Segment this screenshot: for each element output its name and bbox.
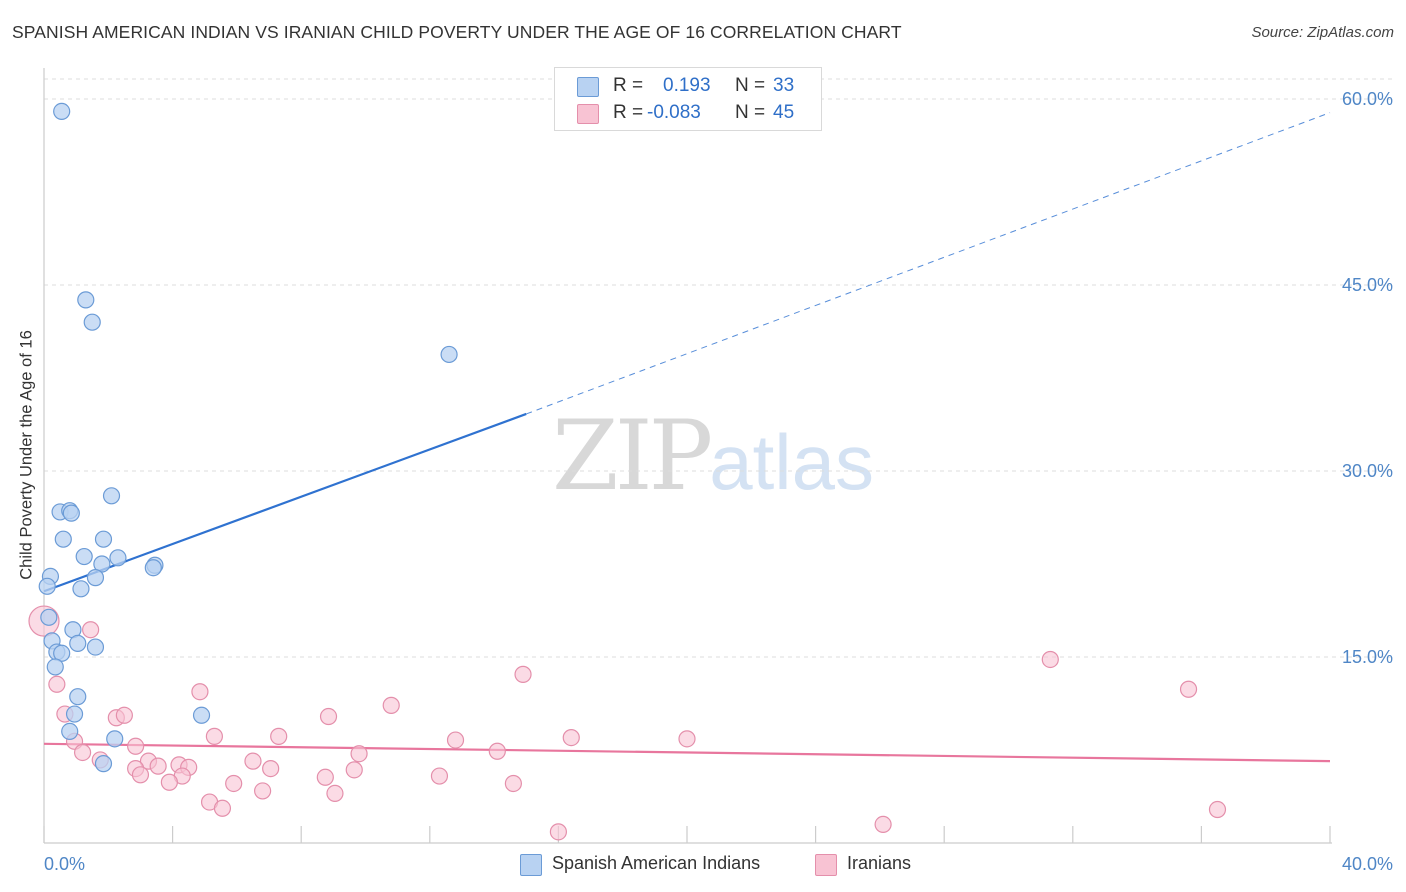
x-tick-label: 0.0% [44,854,85,874]
point-spanish-american-indians [65,705,84,723]
point-iranians [446,731,465,749]
point-spanish-american-indians [94,755,113,773]
point-spanish-american-indians [109,549,127,567]
legend-swatch-pink [577,104,599,124]
legend-r-label: R = [613,75,644,96]
point-iranians [1208,800,1227,819]
point-iranians [504,774,522,793]
point-iranians [225,774,243,793]
point-iranians [1179,680,1198,698]
y-tick-label: 60.0% [1342,89,1393,109]
source-credit: Source: ZipAtlas.com [1251,24,1394,41]
point-iranians [345,761,363,779]
point-iranians [213,799,232,817]
tick-labels: 15.0% 30.0% 45.0% 60.0% 0.0% 40.0% [44,89,1393,874]
point-iranians [254,782,272,800]
legend-n-value: 33 [773,75,795,96]
point-spanish-american-indians [62,504,80,522]
point-iranians [874,815,892,834]
point-spanish-american-indians [440,345,458,364]
point-spanish-american-indians [69,634,87,652]
trend-line-iranians [43,742,1331,763]
legend-swatch-blue [577,77,599,97]
point-spanish-american-indians [54,530,72,548]
point-spanish-american-indians [86,638,105,656]
point-iranians [262,759,280,778]
point-iranians [127,737,145,755]
point-spanish-american-indians [40,608,58,626]
point-spanish-american-indians [46,658,64,676]
point-iranians [73,743,92,762]
x-tick-label: 40.0% [1342,854,1393,874]
trend-line-extension-spanish-american-indians [526,112,1331,415]
point-iranians [678,730,696,748]
point-iranians [514,665,532,683]
legend-n-label: N = [735,102,766,123]
watermark-zip: ZIP [552,400,713,512]
bottom-legend-swatch-blue [520,854,542,876]
y-tick-label: 45.0% [1342,275,1393,295]
point-iranians [149,757,167,775]
trend-lines [43,112,1331,763]
point-iranians [115,706,133,724]
point-iranians [430,767,449,785]
legend-n-value: 45 [773,102,795,123]
point-spanish-american-indians [94,530,113,548]
point-iranians [270,727,288,745]
point-iranians [549,823,568,841]
legend-r-value: 0.193 [663,75,711,96]
point-iranians [131,766,150,784]
point-iranians [382,696,400,714]
legend-r-label: R = [613,102,644,123]
point-iranians [562,728,580,747]
point-spanish-american-indians [69,688,87,706]
point-spanish-american-indians [192,706,211,724]
point-iranians [316,768,334,786]
point-iranians [488,742,506,760]
point-iranians [326,784,344,803]
axes [43,68,1332,844]
watermark-atlas: atlas [709,418,874,506]
point-iranians [205,727,223,745]
point-spanish-american-indians [144,559,162,577]
point-iranians [191,683,209,701]
point-iranians [82,621,100,639]
point-spanish-american-indians [83,313,101,331]
point-spanish-american-indians [102,487,121,505]
bottom-legend-label: Iranians [847,853,912,873]
point-spanish-american-indians [106,730,124,748]
legend-n-label: N = [735,75,766,96]
correlation-legend: R = 0.193 N = 33 R = -0.083 N = 45 [554,67,822,131]
point-spanish-american-indians [86,569,105,587]
y-tick-label: 15.0% [1342,647,1393,667]
point-iranians [48,675,66,693]
data-points [28,102,1227,841]
chart-title: SPANISH AMERICAN INDIAN VS IRANIAN CHILD… [12,22,902,42]
watermark: ZIPatlas [552,400,874,512]
point-iranians [160,773,178,791]
point-spanish-american-indians [53,102,71,121]
grid [44,78,1394,658]
point-iranians [319,707,338,726]
point-spanish-american-indians [61,722,79,741]
point-iranians [1041,650,1059,669]
point-iranians [350,745,368,763]
point-spanish-american-indians [75,547,93,566]
y-tick-label: 30.0% [1342,461,1393,481]
point-spanish-american-indians [38,577,56,595]
bottom-legend-label: Spanish American Indians [552,853,761,873]
point-spanish-american-indians [77,291,95,309]
bottom-legend-swatch-pink [815,854,837,876]
point-iranians [244,752,262,770]
point-spanish-american-indians [72,580,90,598]
legend-r-value: -0.083 [647,102,701,123]
